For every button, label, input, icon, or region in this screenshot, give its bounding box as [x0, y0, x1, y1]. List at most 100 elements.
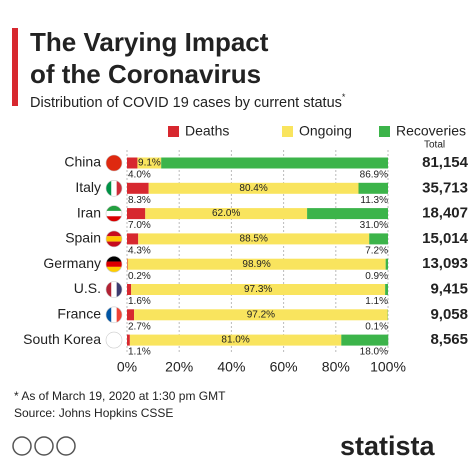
category-label: South Korea — [23, 331, 101, 347]
value-label: 1.1% — [128, 347, 151, 358]
x-tick-label: 80% — [322, 359, 350, 375]
bar-segment — [358, 182, 388, 194]
total-label: 9,415 — [430, 280, 468, 297]
bar-segment — [369, 233, 388, 245]
category-label: China — [64, 154, 101, 170]
bar-segment — [148, 182, 359, 194]
flag — [105, 205, 123, 222]
flag-stripe — [106, 261, 122, 267]
note: * As of March 19, 2020 at 1:30 pm GMT — [14, 389, 226, 403]
total-label: 9,058 — [430, 306, 468, 323]
flag-outline — [105, 331, 123, 349]
flag-outline — [105, 281, 123, 298]
title-accent — [12, 28, 18, 106]
value-label: 8.3% — [128, 195, 151, 206]
category-label: U.S. — [74, 280, 101, 296]
brand: statista — [340, 431, 436, 461]
bar-segment — [145, 208, 308, 220]
flag-stripe — [106, 281, 112, 298]
legend-swatch — [379, 126, 390, 137]
flag-stripe — [116, 180, 122, 197]
bar-segment — [127, 182, 149, 194]
flag-stripe — [106, 180, 112, 197]
license-icons — [12, 436, 76, 456]
bar-segment — [127, 157, 138, 169]
flag — [105, 154, 123, 172]
value-label: 98.9% — [242, 259, 270, 270]
bar-segment — [127, 233, 139, 245]
legend-label: Deaths — [185, 123, 229, 139]
bar-segment — [341, 334, 389, 346]
flag-stripe — [106, 256, 122, 262]
total-label: 15,014 — [422, 230, 469, 247]
flag-stripe — [106, 241, 122, 247]
flag-stripe — [111, 281, 117, 298]
bar-segment — [385, 284, 388, 295]
flag — [105, 255, 123, 273]
flag — [105, 230, 123, 248]
flag-stripe — [106, 210, 122, 217]
chart-title: The Varying Impact — [30, 27, 269, 57]
total-label: 8,565 — [430, 331, 468, 348]
category-label: Italy — [75, 179, 101, 195]
flag-stripe — [106, 230, 122, 237]
x-tick-label: 40% — [217, 359, 245, 375]
value-label: 97.2% — [247, 309, 275, 320]
bar-segment — [127, 258, 386, 270]
x-tick-label: 20% — [165, 359, 193, 375]
bar-segment — [307, 208, 388, 220]
total-label: 18,407 — [422, 205, 468, 222]
value-label: 11.3% — [360, 195, 388, 206]
bar-segment — [131, 284, 386, 295]
value-label: 18.0% — [360, 347, 388, 358]
flag-outline — [105, 230, 123, 248]
value-label: 80.4% — [239, 183, 267, 194]
flag-outline — [105, 255, 123, 273]
value-label: 4.0% — [128, 170, 151, 181]
bar-segment — [127, 284, 132, 295]
bar-segment — [385, 258, 388, 270]
subtitle: Distribution of COVID 19 cases by curren… — [30, 92, 346, 110]
value-label: 62.0% — [212, 208, 240, 219]
flag-stripe — [106, 216, 122, 222]
value-label: 7.2% — [365, 246, 388, 257]
bar-segment — [161, 157, 388, 169]
value-label: 4.3% — [128, 246, 151, 257]
legend-swatch — [168, 126, 179, 137]
total-label: 35,713 — [422, 179, 468, 196]
flag-stripe — [106, 266, 122, 273]
total-label: 81,154 — [422, 154, 469, 171]
value-label: 0.9% — [365, 271, 388, 282]
source: Source: Johns Hopkins CSSE — [14, 406, 173, 420]
legend-label: Recoveries — [396, 123, 466, 139]
bar-segment — [129, 334, 342, 346]
flag-stripe — [116, 281, 122, 298]
value-label: 0.2% — [128, 271, 151, 282]
bar-segment — [127, 258, 128, 270]
subtitle-text: Distribution of COVID 19 cases by curren… — [30, 95, 342, 111]
value-label: 88.5% — [240, 234, 268, 245]
flag-outline — [105, 306, 123, 324]
total-label: 13,093 — [422, 255, 468, 272]
value-label: 81.0% — [221, 335, 249, 346]
flag — [105, 306, 123, 324]
value-label: 7.0% — [128, 220, 151, 231]
value-label: 31.0% — [360, 220, 388, 231]
bar-segment — [134, 309, 388, 321]
category-label: Spain — [65, 230, 101, 246]
x-tick-label: 100% — [370, 359, 406, 375]
chart-title: of the Coronavirus — [30, 59, 261, 89]
bar-segment — [127, 309, 135, 321]
value-label: 1.6% — [128, 296, 151, 307]
category-label: France — [57, 306, 101, 322]
flag-stripe — [106, 205, 122, 211]
value-label: 97.3% — [244, 284, 272, 295]
flag-stripe — [106, 332, 122, 349]
totals-header: Total — [424, 140, 445, 151]
category-label: Iran — [77, 204, 101, 220]
value-label: 1.1% — [365, 296, 388, 307]
bar-segment — [127, 208, 146, 220]
flag-stripe — [111, 306, 117, 323]
flag — [105, 331, 123, 349]
